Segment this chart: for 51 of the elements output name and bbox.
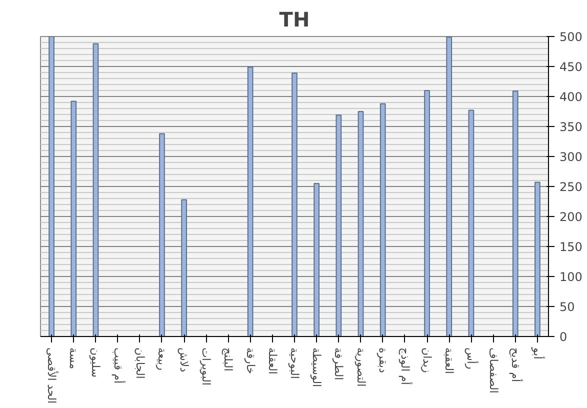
x-tick-label: خارقة [244, 348, 257, 374]
bar [358, 111, 364, 336]
y-tick-label: 250 [560, 180, 582, 194]
x-tick-label: أم قديح [508, 348, 523, 382]
x-tick-label: الوسيطة [310, 348, 324, 388]
y-tick-label: 200 [560, 210, 582, 224]
x-tick-label: العقبة [442, 348, 456, 374]
x-tick-label: البوحية [288, 348, 301, 379]
x-tick-label: الطرفة [332, 348, 346, 380]
bar [512, 90, 518, 336]
x-tick-label: الحد الأقصى [45, 348, 60, 404]
bar [181, 199, 187, 336]
y-tick-label: 350 [560, 120, 582, 134]
bar [468, 110, 474, 336]
y-tick-label: 0 [560, 330, 568, 344]
x-tick-label: العقلة [266, 348, 279, 374]
y-tick-label: 300 [560, 150, 582, 164]
bar [380, 103, 386, 336]
x-tick-label: البويرات [200, 348, 213, 386]
bar [292, 72, 298, 336]
bar [336, 114, 342, 336]
bar [424, 90, 430, 336]
bar [159, 133, 165, 336]
x-tick-label: البلنج [222, 348, 235, 372]
bar [70, 100, 77, 336]
x-tick-label: أبو [530, 346, 545, 360]
x-tick-label: رأس [464, 348, 479, 370]
y-tick-label: 50 [560, 300, 575, 314]
x-tick-label: الجابان [133, 348, 146, 379]
y-tick-label: 450 [560, 60, 582, 74]
bar [247, 66, 254, 336]
x-tick-label: أم قبيب [111, 348, 126, 384]
y-tick-label: 400 [560, 90, 582, 104]
x-tick-label: دبقرة [376, 348, 390, 373]
bar [48, 36, 54, 336]
x-tick-label: الصفصاف [486, 348, 500, 394]
bar [314, 183, 320, 336]
x-tick-label: ربيعة [155, 348, 168, 370]
x-tick-label: دلاش [178, 348, 191, 372]
bar [446, 36, 452, 336]
y-tick-label: 100 [560, 270, 582, 284]
chart-title: TH [279, 8, 310, 32]
x-tick-label: أم الوذج [398, 348, 412, 385]
x-tick-label: سليون [89, 348, 102, 378]
x-tick-label: زيدان [420, 348, 434, 373]
x-tick-label: مسة [67, 348, 80, 370]
y-tick-label: 150 [560, 240, 582, 254]
bar [534, 182, 540, 336]
x-tick-label: التصورية [354, 348, 368, 387]
bar [92, 43, 99, 336]
y-tick-label: 500 [560, 30, 582, 44]
